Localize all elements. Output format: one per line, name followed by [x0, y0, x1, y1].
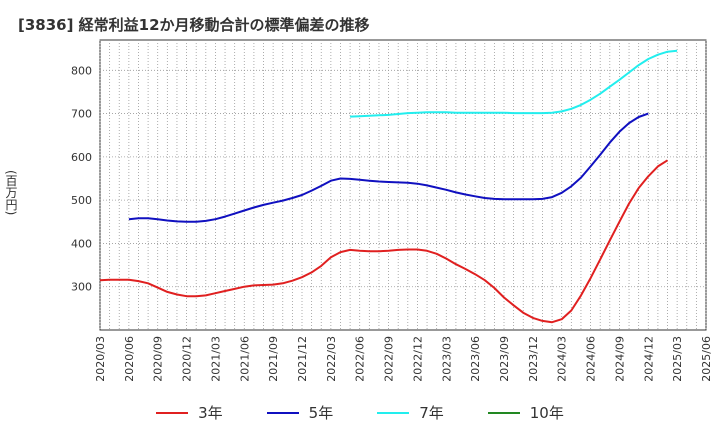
x-tick-label: 2020/12: [181, 336, 194, 382]
legend-item-7y[interactable]: 7年: [377, 402, 444, 423]
legend-label-7y: 7年: [419, 404, 444, 422]
x-tick-label: 2025/06: [700, 336, 713, 382]
x-tick-label: 2021/06: [238, 336, 251, 382]
legend-label-5y: 5年: [308, 404, 334, 422]
legend-label-10y: 10年: [529, 404, 564, 422]
x-tick-label: 2023/06: [469, 336, 482, 382]
legend-label-3y: 3年: [198, 404, 223, 422]
x-tick-label: 2020/03: [94, 336, 107, 382]
series-line-5y: [128, 112, 649, 223]
legend-swatch-5y: [266, 411, 299, 414]
x-tick-label: 2020/09: [152, 336, 165, 382]
x-tick-label: 2022/12: [411, 336, 424, 382]
legend: 3年 5年 7年 10年: [0, 402, 720, 423]
legend-swatch-3y: [156, 411, 189, 414]
chart-title: [3836] 経常利益12か月移動合計の標準偏差の推移: [18, 16, 370, 34]
y-tick-label: 700: [71, 108, 92, 121]
legend-item-5y[interactable]: 5年: [266, 402, 334, 423]
series-line-7y: [350, 49, 678, 118]
x-tick-label: 2023/03: [440, 336, 453, 382]
x-tick-label: 2022/09: [383, 336, 396, 382]
x-tick-label: 2021/12: [296, 336, 309, 382]
x-tick-label: 2023/09: [498, 336, 511, 382]
x-tick-label: 2025/03: [671, 336, 684, 382]
legend-swatch-10y: [487, 411, 520, 414]
x-tick-label: 2021/03: [209, 336, 222, 382]
x-tick-label: 2020/06: [123, 336, 136, 382]
x-tick-label: 2021/09: [267, 336, 280, 382]
x-tick-label: 2024/06: [585, 336, 598, 382]
x-tick-label: 2023/12: [527, 336, 540, 382]
y-tick-label: 400: [71, 237, 92, 250]
x-tick-label: 2022/03: [325, 336, 338, 382]
x-tick-label: 2024/03: [556, 336, 569, 382]
y-tick-label: 500: [71, 194, 92, 207]
y-tick-label: 600: [71, 151, 92, 164]
x-tick-label: 2022/06: [354, 336, 367, 382]
y-tick-label: 300: [71, 281, 92, 294]
series-line-3y: [99, 159, 669, 324]
legend-swatch-7y: [377, 411, 410, 414]
y-tick-label: 800: [71, 64, 92, 77]
x-tick-label: 2024/09: [613, 336, 626, 382]
plot-frame: [99, 39, 707, 331]
legend-item-10y[interactable]: 10年: [487, 402, 564, 423]
legend-item-3y[interactable]: 3年: [156, 402, 223, 423]
y-axis-label: (百万円): [4, 170, 18, 216]
x-tick-label: 2024/12: [642, 336, 655, 382]
